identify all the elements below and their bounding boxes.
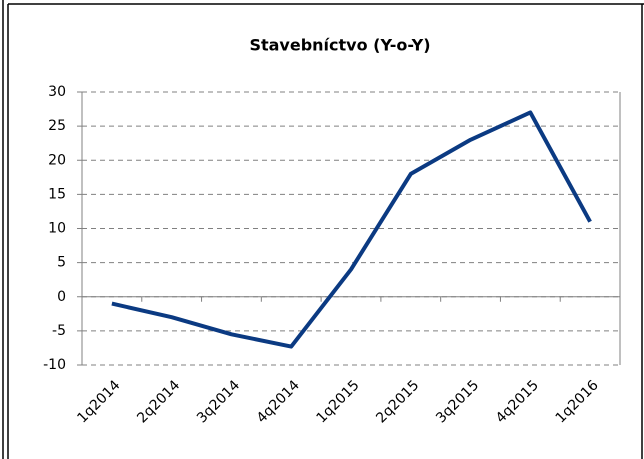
y-tick-label: -10: [43, 357, 66, 373]
chart-title: Stavebníctvo (Y-o-Y): [249, 36, 430, 55]
y-tick-label: 5: [57, 255, 66, 271]
y-tick-label: -5: [52, 323, 66, 339]
y-tick-label: 25: [48, 118, 66, 134]
y-tick-label: 20: [48, 152, 66, 168]
y-tick-label: 10: [48, 221, 66, 237]
y-tick-label: 30: [48, 84, 66, 100]
y-tick-label: 0: [57, 289, 66, 305]
y-tick-label: 15: [48, 186, 66, 202]
line-series: [111, 110, 592, 349]
